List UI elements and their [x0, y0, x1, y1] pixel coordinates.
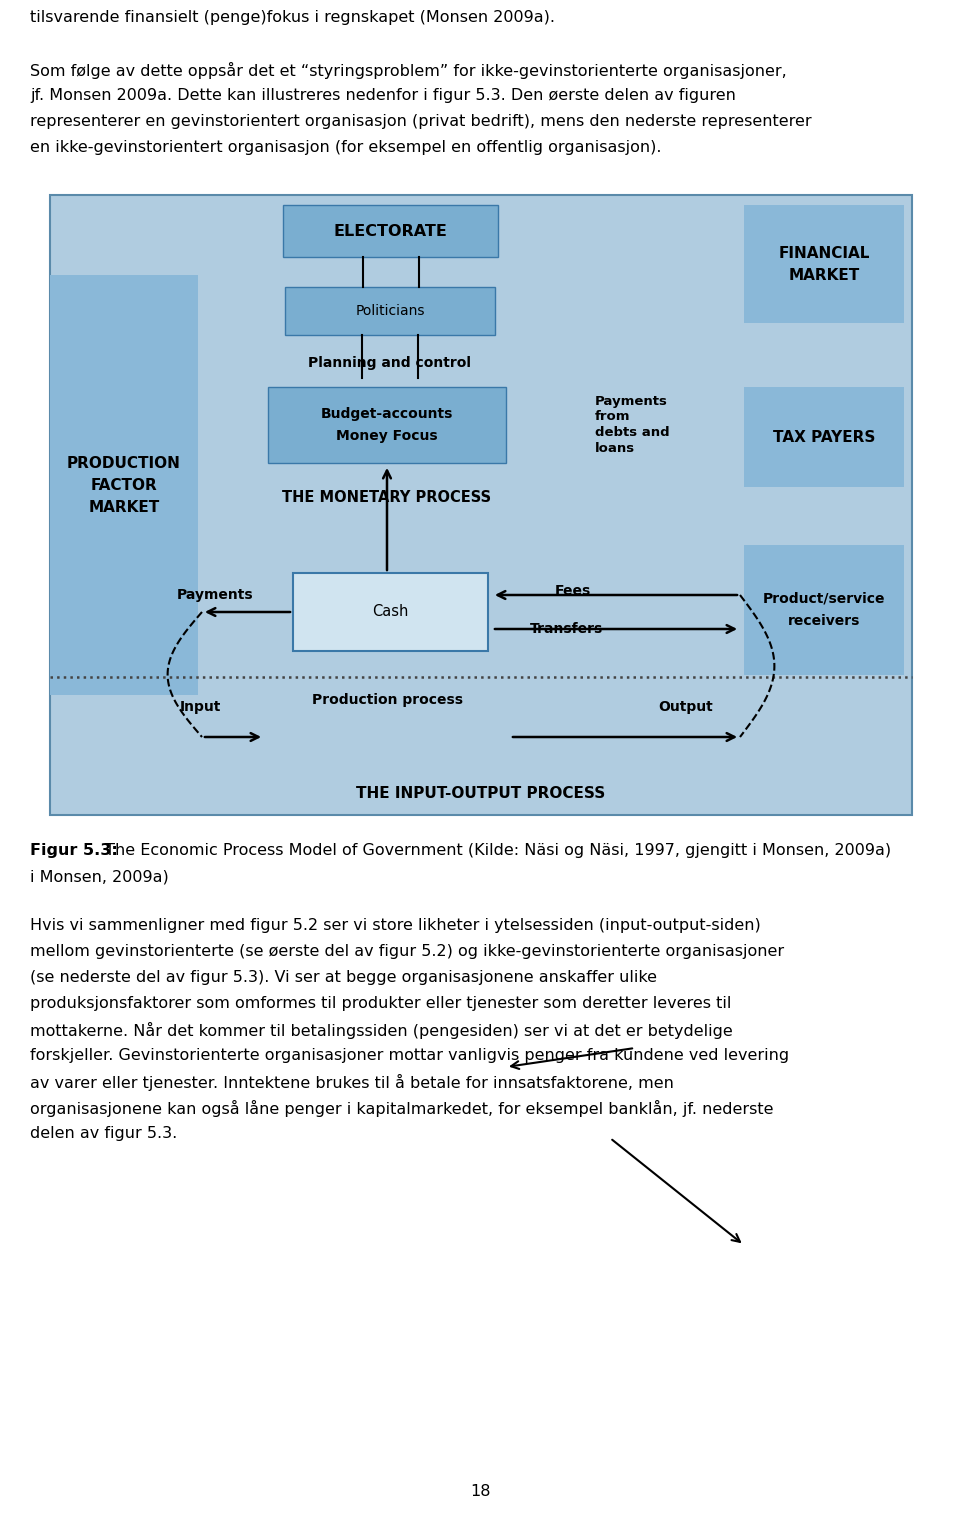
Text: Hvis vi sammenligner med figur 5.2 ser vi store likheter i ytelsessiden (input-o: Hvis vi sammenligner med figur 5.2 ser v…	[30, 918, 760, 933]
Text: FINANCIAL: FINANCIAL	[779, 245, 870, 261]
Bar	[285, 286, 495, 335]
Text: MARKET: MARKET	[788, 268, 859, 282]
Text: from: from	[595, 411, 631, 424]
Text: Som følge av dette oppsår det et “styringsproblem” for ikke-gevinstorienterte or: Som følge av dette oppsår det et “styrin…	[30, 62, 787, 79]
Text: Payments: Payments	[177, 588, 253, 601]
Text: i Monsen, 2009a): i Monsen, 2009a)	[30, 870, 169, 883]
Text: Payments: Payments	[595, 394, 668, 408]
Text: debts and: debts and	[595, 427, 670, 439]
Text: jf. Monsen 2009a. Dette kan illustreres nedenfor i figur 5.3. Den øerste delen a: jf. Monsen 2009a. Dette kan illustreres …	[30, 88, 736, 103]
Text: THE INPUT-OUTPUT PROCESS: THE INPUT-OUTPUT PROCESS	[356, 785, 606, 800]
Text: TAX PAYERS: TAX PAYERS	[773, 429, 876, 444]
Text: Cash: Cash	[372, 604, 409, 620]
Text: FACTOR: FACTOR	[90, 477, 157, 492]
Text: The Economic Process Model of Government (Kilde: Näsi og Näsi, 1997, gjengitt i : The Economic Process Model of Government…	[100, 842, 891, 857]
Text: MARKET: MARKET	[88, 500, 159, 515]
Bar	[744, 545, 904, 676]
Text: Production process: Production process	[311, 692, 463, 708]
Text: (se nederste del av figur 5.3). Vi ser at begge organisasjonene anskaffer ulike: (se nederste del av figur 5.3). Vi ser a…	[30, 970, 657, 985]
Text: forskjeller. Gevinstorienterte organisasjoner mottar vanligvis penger fra kunden: forskjeller. Gevinstorienterte organisas…	[30, 1048, 789, 1064]
Text: representerer en gevinstorientert organisasjon (privat bedrift), mens den neders: representerer en gevinstorientert organi…	[30, 114, 811, 129]
Bar	[744, 386, 904, 486]
Bar	[293, 573, 488, 651]
Text: Figur 5.3:: Figur 5.3:	[30, 842, 118, 857]
Text: ELECTORATE: ELECTORATE	[333, 224, 447, 238]
Text: organisasjonene kan også låne penger i kapitalmarkedet, for eksempel banklån, jf: organisasjonene kan også låne penger i k…	[30, 1100, 774, 1117]
Text: Planning and control: Planning and control	[308, 356, 471, 370]
Text: THE MONETARY PROCESS: THE MONETARY PROCESS	[282, 489, 492, 504]
Text: delen av figur 5.3.: delen av figur 5.3.	[30, 1126, 178, 1141]
Text: Money Focus: Money Focus	[336, 429, 438, 442]
Text: Politicians: Politicians	[355, 305, 424, 318]
Text: Budget-accounts: Budget-accounts	[321, 408, 453, 421]
Text: 18: 18	[469, 1485, 491, 1500]
Bar	[50, 276, 198, 695]
Text: mottakerne. Når det kommer til betalingssiden (pengesiden) ser vi at det er bety: mottakerne. Når det kommer til betalings…	[30, 1023, 732, 1039]
Text: Input: Input	[180, 700, 221, 714]
Text: av varer eller tjenester. Inntektene brukes til å betale for innsatsfaktorene, m: av varer eller tjenester. Inntektene bru…	[30, 1074, 674, 1091]
Text: produksjonsfaktorer som omformes til produkter eller tjenester som deretter leve: produksjonsfaktorer som omformes til pro…	[30, 995, 732, 1011]
Bar	[283, 205, 498, 258]
Text: Output: Output	[659, 700, 713, 714]
Text: Product/service: Product/service	[763, 592, 885, 606]
Bar	[744, 205, 904, 323]
Text: receivers: receivers	[788, 614, 860, 629]
Bar	[268, 386, 506, 464]
Text: mellom gevinstorienterte (se øerste del av figur 5.2) og ikke-gevinstorienterte : mellom gevinstorienterte (se øerste del …	[30, 944, 784, 959]
Text: Transfers: Transfers	[529, 623, 603, 636]
Bar	[50, 195, 912, 815]
Text: en ikke-gevinstorientert organisasjon (for eksempel en offentlig organisasjon).: en ikke-gevinstorientert organisasjon (f…	[30, 139, 661, 155]
Text: loans: loans	[595, 442, 636, 456]
Text: tilsvarende finansielt (penge)fokus i regnskapet (Monsen 2009a).: tilsvarende finansielt (penge)fokus i re…	[30, 11, 555, 26]
Text: PRODUCTION: PRODUCTION	[67, 456, 180, 471]
Text: Fees: Fees	[555, 583, 591, 598]
